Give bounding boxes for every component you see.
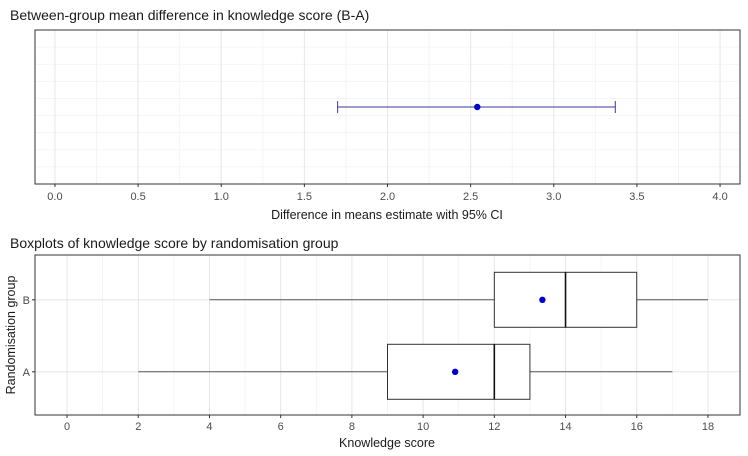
panel-a-x-tick-label: 3.5: [629, 191, 644, 203]
panel-b-y-tick-label: A: [23, 367, 31, 379]
panel-a-x-axis-label: Difference in means estimate with 95% CI: [271, 208, 503, 222]
panel-b-x-tick-label: 14: [559, 421, 571, 433]
panel-b-x-tick-label: 2: [135, 421, 141, 433]
panel-b-title: Boxplots of knowledge score by randomisa…: [10, 235, 339, 251]
panel-a-x-tick-label: 1.5: [297, 191, 312, 203]
panel-b-x-axis-label: Knowledge score: [339, 436, 435, 450]
panel-b-x-tick-label: 12: [488, 421, 500, 433]
panel-b-x-tick-label: 18: [702, 421, 714, 433]
panel-a-x-tick-label: 3.0: [546, 191, 561, 203]
panel-a-x-tick-label: 2.5: [463, 191, 478, 203]
panel-b-x-tick-label: 0: [64, 421, 70, 433]
panel-a-x-tick-label: 0.5: [130, 191, 145, 203]
panel-b-x-tick-label: 16: [631, 421, 643, 433]
mean-difference-point: [474, 103, 481, 111]
panel-b-x-tick-label: 6: [278, 421, 284, 433]
panel-a-x-tick-label: 1.0: [214, 191, 229, 203]
panel-b-y-tick-label: B: [23, 295, 30, 307]
panel-b-marks: [138, 271, 708, 400]
panel-b-border: [34, 254, 741, 416]
mean-point: [451, 368, 459, 375]
panel-a-x-tick-label: 0.0: [47, 191, 62, 203]
panel-b-x-ticks: 0 2 4 6 8 10 12 14 16 18: [64, 415, 714, 433]
panel-a: Between-group mean difference in knowled…: [10, 7, 741, 222]
panel-b-x-tick-label: 10: [417, 421, 429, 433]
panel-b: Boxplots of knowledge score by randomisa…: [4, 235, 741, 450]
boxplot-group-b: [209, 271, 708, 328]
panel-a-marks: [337, 101, 616, 113]
panel-b-y-ticks: AB: [23, 295, 35, 379]
mean-point: [539, 296, 546, 303]
panel-a-x-tick-label: 4.0: [712, 191, 727, 203]
panel-a-title: Between-group mean difference in knowled…: [10, 7, 369, 23]
panel-a-x-ticks: 0.0 0.5 1.0 1.5 2.0 2.5 3.0 3.5 4.0: [47, 184, 728, 203]
iqr-box: [387, 343, 531, 400]
panel-b-x-tick-label: 4: [206, 421, 212, 433]
panel-b-y-axis-label: Randomisation group: [4, 276, 18, 395]
panel-b-x-tick-label: 8: [349, 421, 355, 433]
panel-a-x-tick-label: 2.0: [380, 191, 395, 203]
boxplot-group-a: [138, 343, 673, 400]
